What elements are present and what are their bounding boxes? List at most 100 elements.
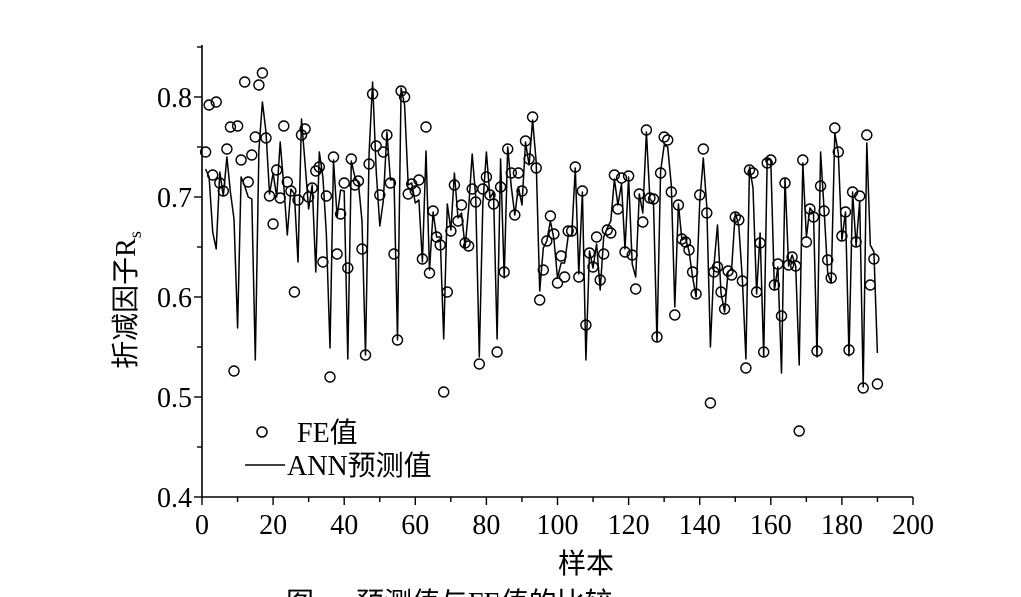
fe-data-point <box>566 225 578 237</box>
fe-data-point <box>317 256 329 268</box>
fe-data-point <box>822 254 834 266</box>
fe-data-point <box>630 283 642 295</box>
fe-data-point <box>551 277 564 289</box>
fe-data-point <box>711 261 724 273</box>
fe-data-point <box>736 275 749 287</box>
ann-series <box>204 81 879 388</box>
fe-data-point <box>203 99 215 111</box>
fe-data-point <box>562 225 574 237</box>
fe-data-point <box>409 185 421 197</box>
fe-data-point <box>608 169 621 181</box>
fe-data-point <box>477 183 489 195</box>
fe-data-point <box>512 167 525 179</box>
fe-data-point <box>619 246 631 258</box>
y-tick-label: 0.7 <box>157 183 192 214</box>
x-tick-label: 60 <box>401 510 429 541</box>
fe-data-point <box>231 120 244 132</box>
fe-data-point <box>402 188 414 200</box>
fe-data-point <box>807 211 820 223</box>
x-axis-ticks: 0 20 40 60 80 100 120 140 160 180 200 <box>195 497 934 541</box>
fe-data-point <box>647 193 660 205</box>
fe-data-point <box>427 205 439 217</box>
fe-data-point <box>548 228 560 240</box>
fe-data-point <box>743 164 756 176</box>
fe-data-point <box>612 203 624 215</box>
fe-data-point <box>217 185 230 197</box>
fe-data-point <box>249 131 262 143</box>
fe-data-point <box>327 151 340 163</box>
fe-data-point <box>459 237 471 249</box>
fe-data-point <box>694 189 706 201</box>
fe-data-point <box>338 177 350 189</box>
fe-data-point <box>384 177 397 189</box>
fe-data-point <box>587 261 599 273</box>
x-tick-label: 200 <box>892 510 934 541</box>
fe-data-point <box>857 382 869 394</box>
fe-data-point <box>331 248 343 260</box>
fe-data-point <box>615 172 628 184</box>
fe-data-point <box>509 209 521 221</box>
fe-data-point <box>349 179 361 191</box>
fe-data-point <box>672 199 685 211</box>
fe-data-point <box>555 250 567 262</box>
fe-data-point <box>267 218 279 230</box>
fe-data-point <box>473 358 485 370</box>
fe-data-point <box>228 365 240 377</box>
legend-circle-marker <box>256 426 268 438</box>
fe-data-point <box>729 211 741 223</box>
fe-data-point <box>818 205 830 217</box>
fe-data-point <box>793 425 805 437</box>
fe-data-point <box>633 188 645 200</box>
y-tick-label: 0.5 <box>157 383 192 414</box>
y-tick-label: 0.4 <box>157 483 192 514</box>
x-tick-label: 40 <box>330 510 358 541</box>
legend-label-fe: FE值 <box>297 417 358 449</box>
fe-data-point <box>814 180 827 192</box>
fe-data-point <box>526 111 539 123</box>
fe-data-point <box>750 286 763 298</box>
fe-data-point <box>534 294 546 306</box>
fe-data-point <box>665 186 677 198</box>
fe-data-point <box>686 266 699 278</box>
fe-data-point <box>701 207 713 219</box>
x-tick-label: 0 <box>195 510 209 541</box>
fe-data-point <box>704 397 717 409</box>
fe-data-point <box>370 140 382 152</box>
fe-data-point <box>637 216 649 228</box>
fe-data-point <box>356 243 368 255</box>
fe-data-point <box>569 161 581 173</box>
fe-data-point <box>832 146 844 158</box>
fe-data-point <box>334 208 347 220</box>
fe-data-point <box>754 237 766 249</box>
fe-data-point <box>285 185 297 197</box>
fe-data-point <box>278 120 290 132</box>
fe-data-point <box>854 190 866 202</box>
fe-data-point <box>324 371 336 383</box>
fe-data-point <box>580 319 592 331</box>
fe-data-point <box>765 154 777 166</box>
fe-data-point <box>388 248 400 260</box>
y-axis-label: 折减因子Rs <box>110 231 145 369</box>
fe-data-point <box>758 346 770 358</box>
fe-data-point <box>733 214 745 226</box>
fe-data-point <box>726 269 738 281</box>
fe-data-point <box>299 123 311 135</box>
fe-data-point <box>868 253 880 265</box>
fe-data-point <box>537 264 549 276</box>
y-axis-ticks: 0.4 0.5 0.6 0.7 0.8 <box>157 46 202 514</box>
fe-data-point <box>558 271 571 283</box>
x-tick-label: 20 <box>259 510 287 541</box>
fe-data-point <box>359 349 372 361</box>
x-tick-label: 120 <box>608 510 650 541</box>
fe-data-point <box>206 169 219 181</box>
fe-data-point <box>260 132 272 144</box>
fe-data-point <box>235 154 247 166</box>
fe-data-point <box>598 248 610 260</box>
fe-data-point <box>498 266 510 278</box>
fe-data-point <box>505 167 517 179</box>
fe-data-point <box>825 272 837 284</box>
legend-label-ann: ANN预测值 <box>287 450 432 482</box>
fe-data-point <box>363 158 375 170</box>
fe-data-point <box>740 362 752 374</box>
